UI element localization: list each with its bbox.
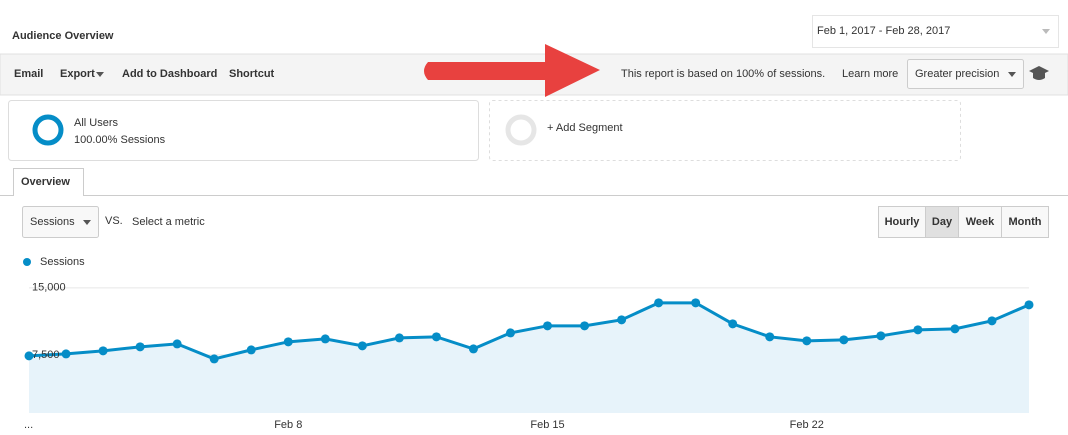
toolbar-item[interactable]: Email — [14, 68, 43, 80]
sampling-notice: This report is based on 100% of sessions… — [621, 68, 825, 80]
metric-dropdown[interactable] — [22, 206, 99, 238]
point — [246, 345, 256, 355]
granularity-button[interactable] — [1001, 206, 1049, 238]
point — [320, 334, 330, 344]
annotation-arrow — [424, 44, 600, 97]
segment-ring — [32, 114, 64, 146]
point — [839, 335, 849, 345]
point — [468, 344, 478, 354]
point — [802, 336, 812, 346]
point — [135, 342, 145, 352]
point — [1024, 300, 1034, 310]
point — [765, 332, 775, 342]
segment-card[interactable] — [8, 100, 479, 161]
granularity-button[interactable] — [878, 206, 926, 238]
point — [987, 316, 997, 326]
granularity-button[interactable] — [958, 206, 1002, 238]
add-segment[interactable]: + Add Segment — [547, 122, 623, 134]
dropdown-caret — [96, 72, 104, 77]
legend-marker — [23, 258, 31, 266]
point — [357, 341, 367, 351]
x-tick-label: Feb 8 — [274, 419, 302, 431]
help-cap-icon[interactable] — [1029, 66, 1049, 80]
precision-label[interactable]: Greater precision — [915, 68, 999, 80]
point — [728, 319, 738, 329]
page-title: Audience Overview — [12, 30, 114, 42]
granularity-label[interactable]: Day — [932, 216, 953, 228]
point — [654, 298, 664, 308]
point — [24, 351, 34, 361]
granularity-label[interactable]: Month — [1009, 216, 1042, 228]
granularity-button[interactable] — [925, 206, 959, 238]
select-metric-link[interactable]: Select a metric — [132, 216, 205, 228]
point — [209, 354, 219, 364]
point — [617, 315, 627, 325]
x-tick-label: Feb 15 — [530, 419, 564, 431]
segment-detail: 100.00% Sessions — [74, 134, 166, 146]
precision-dropdown[interactable] — [907, 59, 1024, 89]
point — [543, 321, 553, 331]
toolbar-item[interactable]: Shortcut — [229, 68, 275, 80]
x-tick-label: Feb 22 — [790, 419, 824, 431]
x-tick-label: ... — [24, 419, 33, 431]
dropdown-caret — [83, 220, 91, 225]
dropdown-caret — [1042, 29, 1050, 34]
point — [505, 328, 515, 338]
learn-more-link[interactable]: Learn more — [842, 68, 898, 80]
granularity-label[interactable]: Hourly — [885, 216, 921, 228]
vs-label: VS. — [105, 215, 123, 227]
point — [876, 331, 886, 341]
date-range[interactable]: Feb 1, 2017 - Feb 28, 2017 — [817, 25, 950, 37]
point — [691, 298, 701, 308]
segment-name: All Users — [74, 117, 119, 129]
toolbar-item[interactable]: Export — [60, 68, 95, 80]
point — [172, 339, 182, 349]
point — [431, 332, 441, 342]
granularity-label[interactable]: Week — [966, 216, 995, 228]
date-range-box[interactable] — [812, 15, 1059, 48]
point — [283, 337, 293, 347]
toolbar-item[interactable]: Add to Dashboard — [122, 68, 217, 80]
point — [394, 333, 404, 343]
point — [98, 346, 108, 356]
tab-label[interactable]: Overview — [21, 176, 70, 188]
point — [61, 349, 71, 359]
add-segment-card[interactable] — [489, 100, 961, 161]
dropdown-caret — [1008, 72, 1016, 77]
add-segment-ring — [505, 114, 537, 146]
point — [580, 321, 590, 331]
point — [913, 325, 923, 335]
legend-label: Sessions — [40, 256, 85, 268]
y-tick-label: 7,500 — [32, 349, 60, 361]
area — [29, 302, 1029, 413]
line — [28, 301, 1030, 361]
metric-label[interactable]: Sessions — [30, 216, 75, 228]
point — [950, 324, 960, 334]
y-tick-label: 15,000 — [32, 282, 66, 294]
tab[interactable] — [13, 168, 84, 197]
